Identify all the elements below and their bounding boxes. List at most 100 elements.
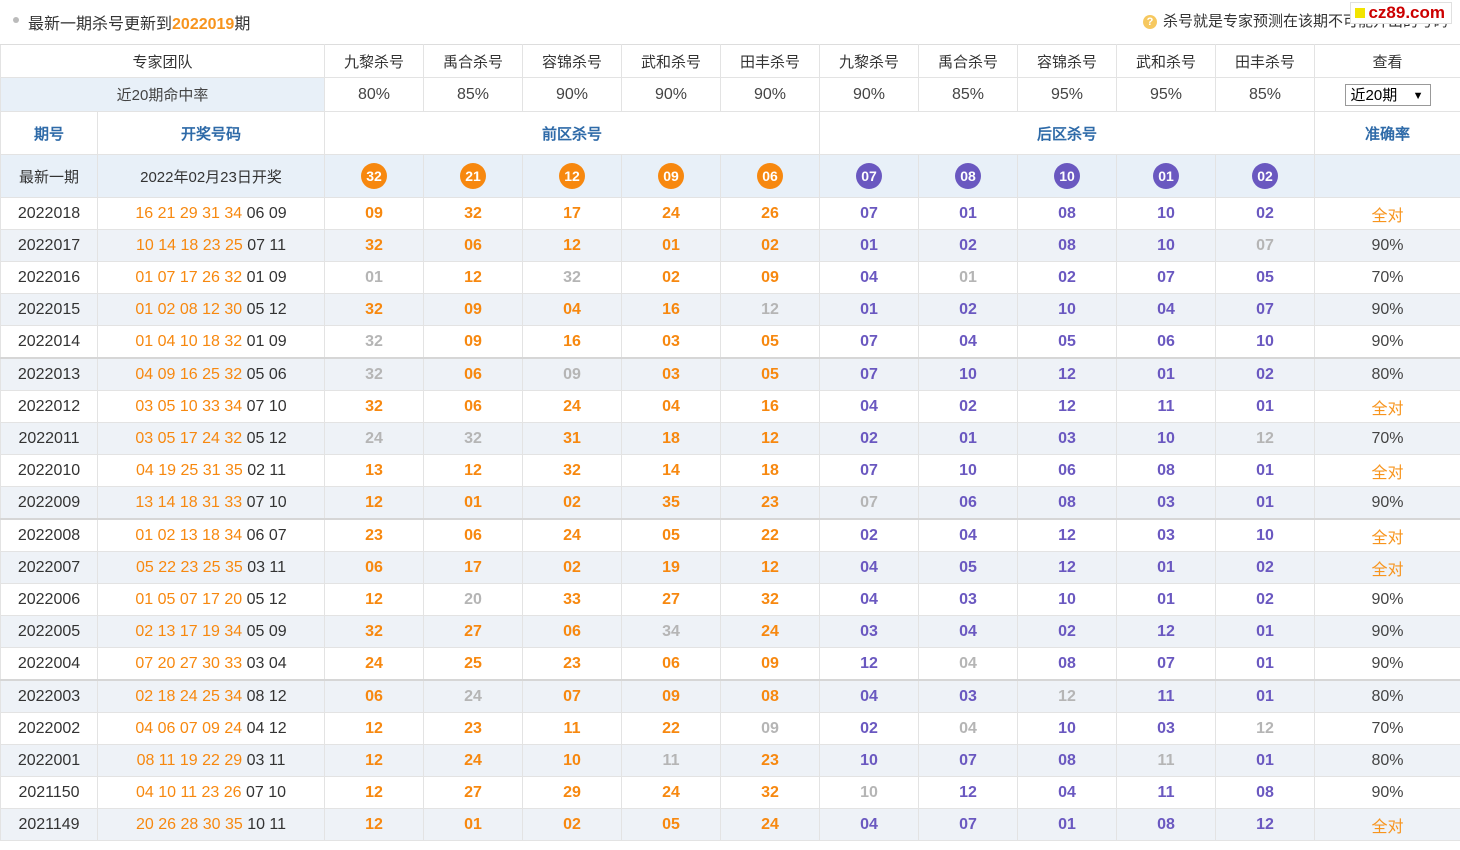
accuracy-value: 全对: [1314, 551, 1460, 584]
back-kill-number: 02: [1017, 261, 1118, 294]
front-kill-ball: 12: [559, 163, 586, 189]
accuracy-value: 90%: [1314, 776, 1460, 809]
back-kill-number: 01: [819, 229, 920, 262]
issue-number: 2022003: [0, 679, 98, 713]
back-kill-number: 10: [1017, 293, 1118, 326]
front-numbers: 07 20 27 30 33: [135, 654, 243, 672]
accuracy-value: 70%: [1314, 261, 1460, 294]
latest-date: 2022年02月23日开奖: [96, 154, 326, 198]
front-kill-number: 12: [720, 293, 821, 326]
back-kill-number: 03: [918, 583, 1019, 616]
back-kill-number: 01: [918, 261, 1019, 294]
front-numbers: 01 05 07 17 20: [135, 590, 243, 608]
back-kill-number: 08: [1017, 197, 1118, 230]
back-numbers: 07 10: [246, 397, 287, 415]
notice-prefix: 最新一期杀号更新到: [28, 16, 173, 33]
front-kill-number: 12: [720, 551, 821, 584]
front-kill-number: 12: [324, 776, 425, 809]
back-kill-number: 12: [1215, 422, 1316, 455]
front-kill-number: 17: [423, 551, 524, 584]
front-kill-number: 29: [522, 776, 623, 809]
accuracy-value: 全对: [1314, 454, 1460, 487]
front-numbers: 05 22 23 25 35: [135, 558, 243, 576]
back-kill-number: 10: [1017, 583, 1118, 616]
table-row: 2022016 01 07 17 26 32 01 09 01 12 32 02 09 04 0…: [0, 261, 1460, 294]
accuracy-value: 90%: [1314, 583, 1460, 616]
bullet-icon: [13, 17, 19, 23]
accuracy-value: 全对: [1314, 390, 1460, 423]
back-kill-ball: 07: [856, 163, 883, 189]
back-kill-number: 04: [1017, 776, 1118, 809]
back-kill-number: 04: [918, 647, 1019, 681]
back-kill-number: 07: [819, 486, 920, 520]
front-kill-number: 05: [720, 357, 821, 391]
period-select-cell: 近20期 ▼: [1314, 77, 1460, 112]
front-kill-number: 32: [324, 357, 425, 391]
period-select[interactable]: 近20期 ▼: [1344, 83, 1431, 106]
back-numbers: 10 11: [247, 815, 287, 833]
front-kill-number: 24: [423, 679, 524, 713]
front-kill-number: 16: [522, 325, 623, 359]
back-kill-number: 10: [1116, 197, 1217, 230]
front-kill-number: 06: [324, 679, 425, 713]
front-kill-number: 23: [720, 486, 821, 520]
back-kill-number: 08: [1116, 454, 1217, 487]
issue-number: 2022009: [0, 486, 98, 520]
front-kill-number: 26: [720, 197, 821, 230]
front-kill-number: 12: [522, 229, 623, 262]
expert-name: 禹合杀号: [423, 44, 524, 78]
front-kill-number: 32: [324, 229, 425, 262]
back-kill-number: 12: [1116, 615, 1217, 648]
top-bar: 最新一期杀号更新到2022019期 ? 杀号就是专家预测在该期不可能开出的号码 c…: [0, 0, 1460, 44]
back-kill-number: 04: [819, 390, 920, 423]
back-kill-number: 04: [918, 712, 1019, 745]
back-kill-number: 10: [1116, 422, 1217, 455]
back-kill-number: 12: [1017, 357, 1118, 391]
front-kill-number: 24: [522, 518, 623, 552]
front-kill-number: 24: [720, 808, 821, 841]
front-numbers: 02 18 24 25 34: [135, 687, 243, 705]
back-kill-number: 04: [1116, 293, 1217, 326]
accuracy-value: 全对: [1314, 808, 1460, 841]
front-kill-number: 24: [522, 390, 623, 423]
back-kill-number: 03: [918, 679, 1019, 713]
hit-rate-value: 95%: [1116, 77, 1217, 112]
back-numbers: 03 11: [247, 558, 287, 576]
front-kill-number: 09: [621, 679, 722, 713]
back-kill-number: 02: [819, 518, 920, 552]
hit-rate-value: 85%: [423, 77, 524, 112]
latest-accuracy-cell: [1314, 154, 1460, 198]
table-row: 2022001 08 11 19 22 29 03 11 12 24 10 11 23 10 0…: [0, 744, 1460, 777]
front-numbers: 16 21 29 31 34: [135, 204, 243, 222]
front-kill-number: 32: [522, 454, 623, 487]
front-kill-number: 02: [522, 551, 623, 584]
front-kill-number: 06: [423, 518, 524, 552]
front-kill-number: 32: [324, 325, 425, 359]
logo-text: cz89.com: [1368, 3, 1445, 22]
winning-numbers: 04 09 16 25 32 05 06: [96, 357, 326, 391]
winning-numbers: 04 10 11 23 26 07 10: [96, 776, 326, 809]
back-kill-number: 01: [918, 197, 1019, 230]
front-kill-number: 27: [423, 776, 524, 809]
table-row: 2022007 05 22 23 25 35 03 11 06 17 02 19 12 04 0…: [0, 551, 1460, 584]
front-kill-number: 09: [423, 293, 524, 326]
back-kill-number: 04: [819, 583, 920, 616]
front-kill-number: 23: [522, 647, 623, 681]
back-kill-number: 04: [819, 808, 920, 841]
front-numbers: 01 07 17 26 32: [135, 268, 243, 286]
back-kill-number: 01: [1215, 390, 1316, 423]
question-icon[interactable]: ?: [1142, 15, 1157, 29]
front-kill-number: 09: [720, 647, 821, 681]
front-kill-number: 01: [324, 261, 425, 294]
front-numbers: 04 06 07 09 24: [135, 719, 243, 737]
front-kill-number: 32: [720, 583, 821, 616]
expert-name: 武和杀号: [1116, 44, 1217, 78]
front-kill-number: 02: [720, 229, 821, 262]
back-kill-number: 01: [1215, 454, 1316, 487]
column-header-row: 期号 开奖号码 前区杀号 后区杀号 准确率: [0, 111, 1460, 155]
front-kill-number: 32: [720, 776, 821, 809]
back-kill-number: 10: [819, 776, 920, 809]
table-row: 2022014 01 04 10 18 32 01 09 32 09 16 03 05 07 0…: [0, 325, 1460, 359]
table-row: 2022002 04 06 07 09 24 04 12 12 23 11 22 09 02 0…: [0, 712, 1460, 745]
back-kill-number: 12: [1017, 679, 1118, 713]
